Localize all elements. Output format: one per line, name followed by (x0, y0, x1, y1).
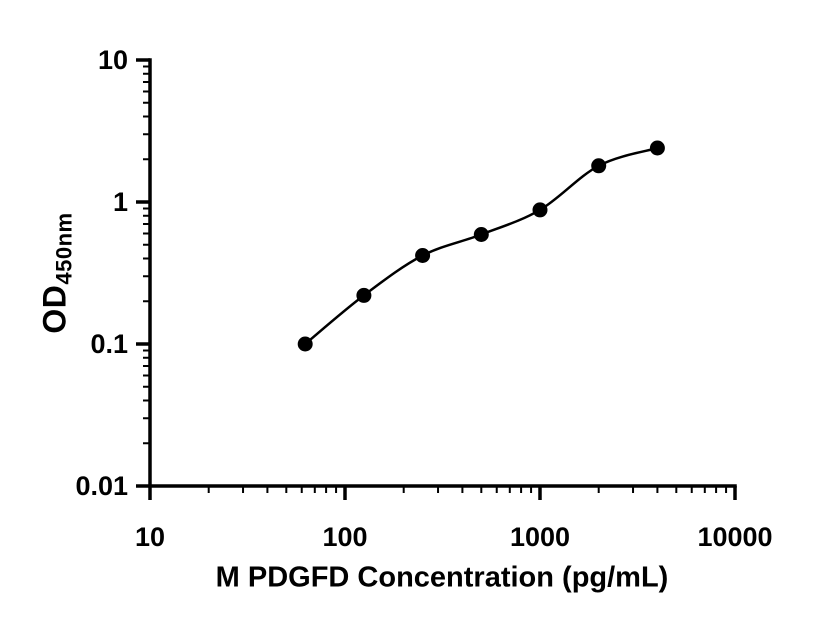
y-tick-label: 1 (113, 187, 128, 217)
x-tick-label: 1000 (510, 522, 570, 552)
axes (148, 58, 737, 488)
data-point (415, 248, 431, 263)
x-tick-label: 10 (135, 522, 165, 552)
data-point (591, 158, 607, 174)
y-tick-label: 0.01 (75, 471, 128, 501)
data-point (532, 202, 548, 218)
y-axis-title: OD450nm (37, 212, 78, 333)
data-point (649, 140, 665, 156)
y-tick-label: 0.1 (90, 329, 128, 359)
y-axis-title-sub: 450nm (51, 212, 77, 285)
x-tick-label: 100 (322, 522, 367, 552)
fit-curve (304, 146, 658, 345)
y-axis-title-main: OD (36, 284, 73, 334)
data-point (297, 336, 313, 352)
y-tick-label: 10 (98, 45, 128, 75)
x-axis-title: M PDGFD Concentration (pg/mL) (215, 561, 669, 594)
data-point (473, 227, 489, 242)
data-point (356, 287, 372, 303)
x-tick-label: 10000 (697, 522, 772, 552)
